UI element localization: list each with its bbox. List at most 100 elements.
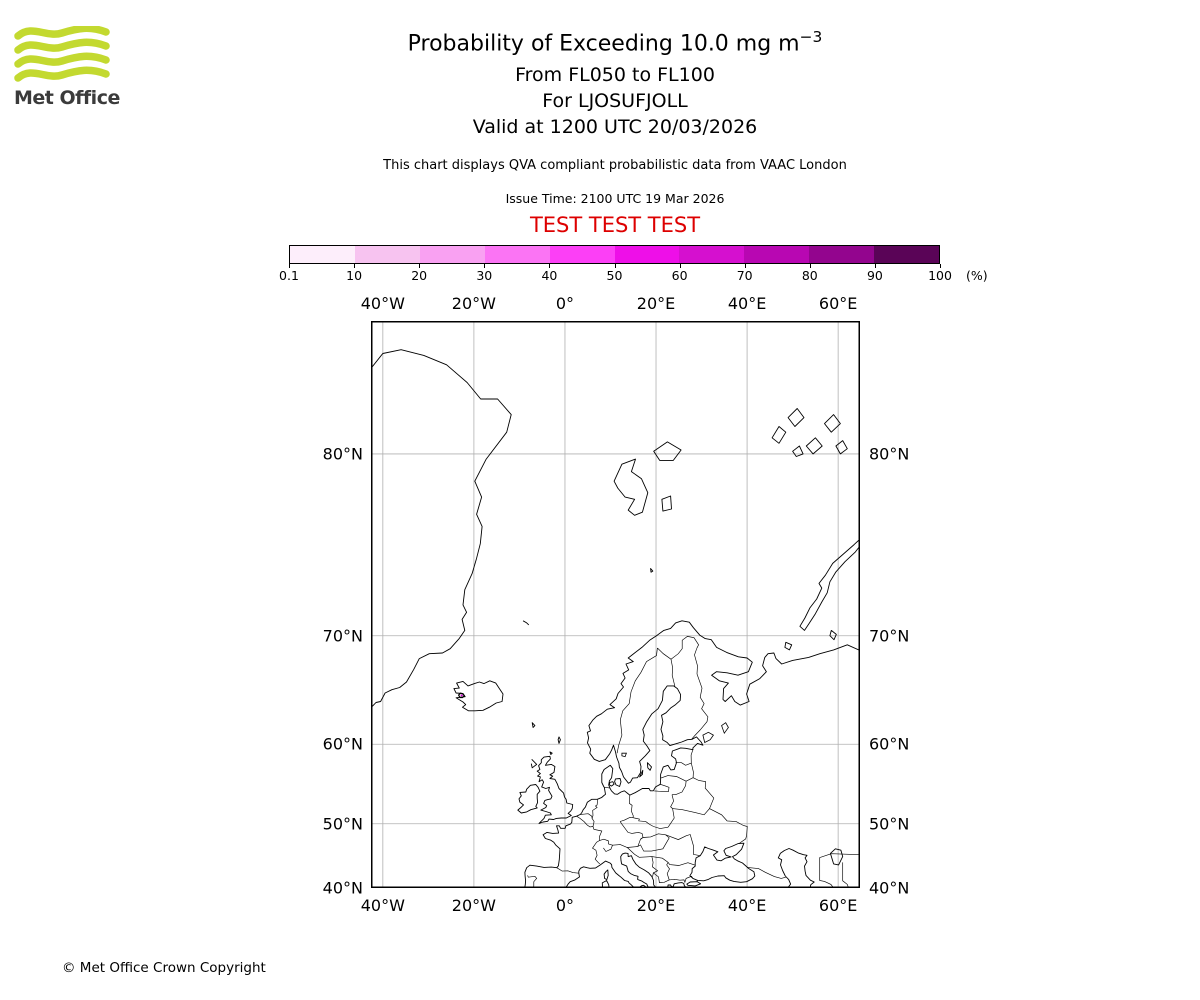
colorbar-tick-label: 100 <box>928 268 952 283</box>
lon-tick-label-bottom: 20°E <box>636 896 676 915</box>
coastline-bear-island <box>650 568 654 573</box>
coastline-vaygach <box>829 629 837 641</box>
border-france-italy-swiss <box>592 840 601 865</box>
colorbar-tick <box>679 264 681 268</box>
colorbar-tick-label: 80 <box>801 268 818 283</box>
flight-level-range: From FL050 to FL100 <box>515 64 715 86</box>
colorbar-unit-label: (%) <box>966 268 988 283</box>
coastline-caspian-sea <box>777 848 815 888</box>
colorbar-segment <box>354 246 420 263</box>
colorbar-tick-label: 70 <box>736 268 753 283</box>
lat-tick-label-left: 40°N <box>322 878 363 898</box>
border-caucasus <box>747 867 786 879</box>
border-spain-portugal <box>527 875 538 888</box>
border-finland-russia <box>691 648 709 740</box>
coastline-faroe-islands <box>531 722 536 728</box>
lon-tick-label-top: 20°W <box>451 294 496 313</box>
coastline-novaya-zemlya <box>799 538 860 631</box>
border-poland-south <box>632 817 669 829</box>
colorbar-tick-label: 50 <box>606 268 623 283</box>
coastline-oland <box>639 769 644 778</box>
colorbar-tick <box>940 264 941 268</box>
lat-tick-label-left: 60°N <box>322 734 363 754</box>
lat-tick-label-right: 70°N <box>869 626 910 646</box>
lon-tick-label-bottom: 20°W <box>451 896 496 915</box>
border-austria-italy-slovenia <box>603 844 638 852</box>
coastline-zealand <box>614 778 622 787</box>
coastline-franz-josef-e <box>835 440 848 455</box>
border-sweden-finland <box>657 647 676 687</box>
border-danube-ro-bg <box>651 856 696 866</box>
coastline-kolguev <box>784 641 793 651</box>
colorbar-segment <box>614 246 680 263</box>
border-estonia-russia <box>690 749 694 764</box>
colorbar-segment <box>809 246 875 263</box>
lon-tick-label-top: 40°W <box>360 294 405 313</box>
border-hungary <box>637 833 670 852</box>
colorbar-tick-label: 30 <box>476 268 493 283</box>
lon-tick-label-top: 60°E <box>818 294 858 313</box>
border-poland-east <box>667 794 675 828</box>
border-estonia-latvia <box>675 762 692 766</box>
met-office-waves-icon <box>14 26 110 82</box>
colorbar-segment <box>290 246 355 263</box>
coastline-gotland <box>646 762 652 771</box>
border-swiss-austria <box>599 838 613 846</box>
border-ukraine-russia <box>709 808 748 844</box>
coastline-aral-sea <box>829 848 844 866</box>
coastline-franz-josef-a <box>771 426 787 444</box>
coastline-ireland <box>517 784 541 814</box>
border-netherlands-belgium <box>580 813 593 819</box>
lat-tick-label-right: 50°N <box>869 814 910 834</box>
lake-ladoga <box>702 731 714 744</box>
coastline-shetland <box>557 736 561 744</box>
hazard-probability-contour <box>457 692 466 699</box>
lon-tick-label-bottom: 0° <box>555 896 575 915</box>
colorbar-segment <box>744 246 810 263</box>
chart-title-exponent: −3 <box>799 28 823 46</box>
volcano-name: For LJOSUFJOLL <box>542 90 688 112</box>
colorbar-tick <box>614 264 616 268</box>
coastline-franz-josef-c <box>805 437 823 455</box>
coastline-aegean-north <box>667 882 688 888</box>
coastline-great-britain <box>536 755 574 824</box>
coastline-franz-josef-b <box>787 408 805 427</box>
border-denmark-germany <box>604 786 611 789</box>
colorbar-segment <box>679 246 745 263</box>
colorbar-tick-label: 60 <box>671 268 688 283</box>
border-norway-sweden <box>616 647 658 754</box>
met-office-logo: Met Office <box>14 26 134 109</box>
lon-tick-label-bottom: 40°W <box>360 896 405 915</box>
coastline-black-sea <box>689 842 756 883</box>
lat-tick-label-left: 70°N <box>322 626 363 646</box>
colorbar-tick-label: 10 <box>346 268 363 283</box>
colorbar-tick <box>809 264 811 268</box>
met-office-logo-text: Met Office <box>14 87 120 109</box>
map-canvas <box>371 321 860 888</box>
colorbar-tick <box>289 264 290 268</box>
coastline-iceland <box>453 680 504 712</box>
header-block: Probability of Exceeding 10.0 mg m−3 Fro… <box>230 0 1000 245</box>
coastline-corsica <box>603 869 609 881</box>
colorbar-tick-label: 20 <box>411 268 428 283</box>
colorbar-tick <box>744 264 746 268</box>
lake-onega <box>721 722 729 735</box>
colorbar-tick-label: 90 <box>866 268 883 283</box>
copyright-notice: © Met Office Crown Copyright <box>62 960 266 976</box>
coastline-franz-josef-d <box>824 414 841 433</box>
qva-compliance-note: This chart displays QVA compliant probab… <box>383 158 847 173</box>
border-norway-finland <box>670 636 699 660</box>
colorbar-segment <box>874 246 940 263</box>
colorbar-segment <box>419 246 485 263</box>
coastline-mediterranean-west <box>565 860 636 888</box>
colorbar-tick <box>874 264 876 268</box>
lat-tick-label-right: 60°N <box>869 734 910 754</box>
coastline-nordaustlandet <box>653 441 682 461</box>
coastline-edgeoya <box>661 495 672 512</box>
border-austria-east <box>637 833 644 847</box>
border-ukraine-belarus <box>672 808 710 816</box>
border-kazakh-uzbek-b <box>842 862 849 888</box>
colorbar-tick-label: 0.1 <box>279 268 299 283</box>
lat-tick-label-left: 80°N <box>322 444 363 464</box>
